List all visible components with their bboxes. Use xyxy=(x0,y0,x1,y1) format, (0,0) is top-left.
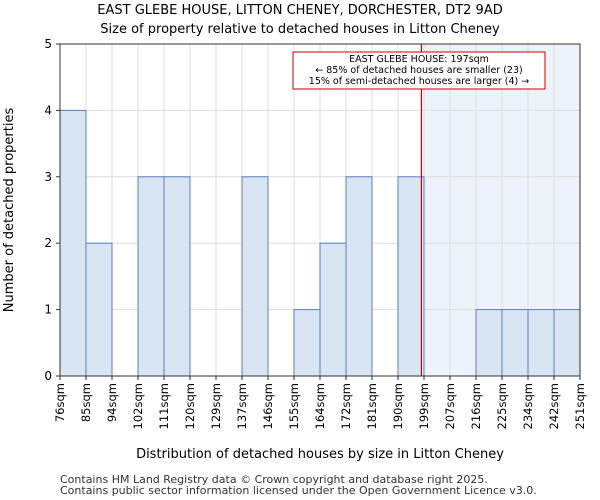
bar-137sqm xyxy=(241,176,269,377)
x-tick-label: 85sqm xyxy=(79,383,93,422)
bar-225sqm xyxy=(501,309,529,377)
y-tick-label: 5 xyxy=(44,37,52,51)
x-tick-label: 234sqm xyxy=(521,383,535,429)
bar-190sqm xyxy=(397,176,425,377)
bar-234sqm xyxy=(527,309,555,377)
x-tick-label: 190sqm xyxy=(391,383,405,429)
x-tick-label: 225sqm xyxy=(495,383,509,429)
y-tick-label: 0 xyxy=(44,369,52,383)
x-tick-label: 94sqm xyxy=(105,383,119,422)
x-tick-label: 146sqm xyxy=(261,383,275,429)
annotation-box: EAST GLEBE HOUSE: 197sqm ← 85% of detach… xyxy=(292,51,546,90)
annotation-line-2: ← 85% of detached houses are smaller (23… xyxy=(315,65,522,76)
x-tick-label: 181sqm xyxy=(365,383,379,429)
bar-216sqm xyxy=(475,309,503,377)
x-tick-label: 251sqm xyxy=(573,383,587,429)
x-tick-label: 76sqm xyxy=(53,383,67,422)
bar-155sqm xyxy=(293,309,321,377)
bar-76sqm xyxy=(59,109,87,377)
bar-111sqm xyxy=(163,176,191,377)
x-tick-label: 102sqm xyxy=(131,383,145,429)
annotation-line-1: EAST GLEBE HOUSE: 197sqm xyxy=(349,54,489,65)
y-tick-label: 4 xyxy=(44,103,52,117)
x-tick-label: 164sqm xyxy=(313,383,327,429)
x-tick-label: 120sqm xyxy=(183,383,197,429)
bar-164sqm xyxy=(319,242,347,377)
x-tick-label: 129sqm xyxy=(209,383,223,429)
x-tick-label: 216sqm xyxy=(469,383,483,429)
chart-subtitle: Size of property relative to detached ho… xyxy=(100,22,500,37)
x-tick-label: 155sqm xyxy=(287,383,301,429)
y-tick-label: 2 xyxy=(44,236,52,250)
chart-title: EAST GLEBE HOUSE, LITTON CHENEY, DORCHES… xyxy=(97,3,502,18)
y-axis-label: Number of detached properties xyxy=(2,108,17,313)
x-axis-label: Distribution of detached houses by size … xyxy=(136,447,504,462)
bar-242sqm xyxy=(553,309,581,377)
x-tick-label: 111sqm xyxy=(157,383,171,429)
bar-85sqm xyxy=(85,242,113,377)
y-tick-label: 3 xyxy=(44,170,52,184)
footer-line-2: Contains public sector information licen… xyxy=(60,484,537,497)
footer-line-1: Contains HM Land Registry data © Crown c… xyxy=(60,473,488,486)
x-tick-label: 199sqm xyxy=(417,383,431,429)
x-tick-label: 172sqm xyxy=(339,383,353,429)
bar-102sqm xyxy=(137,176,165,377)
x-tick-label: 242sqm xyxy=(547,383,561,429)
annotation-line-3: 15% of semi-detached houses are larger (… xyxy=(309,76,529,87)
bar-172sqm xyxy=(345,176,373,377)
y-tick-label: 1 xyxy=(44,303,52,317)
x-tick-label: 137sqm xyxy=(235,383,249,429)
x-tick-label: 207sqm xyxy=(443,383,457,429)
